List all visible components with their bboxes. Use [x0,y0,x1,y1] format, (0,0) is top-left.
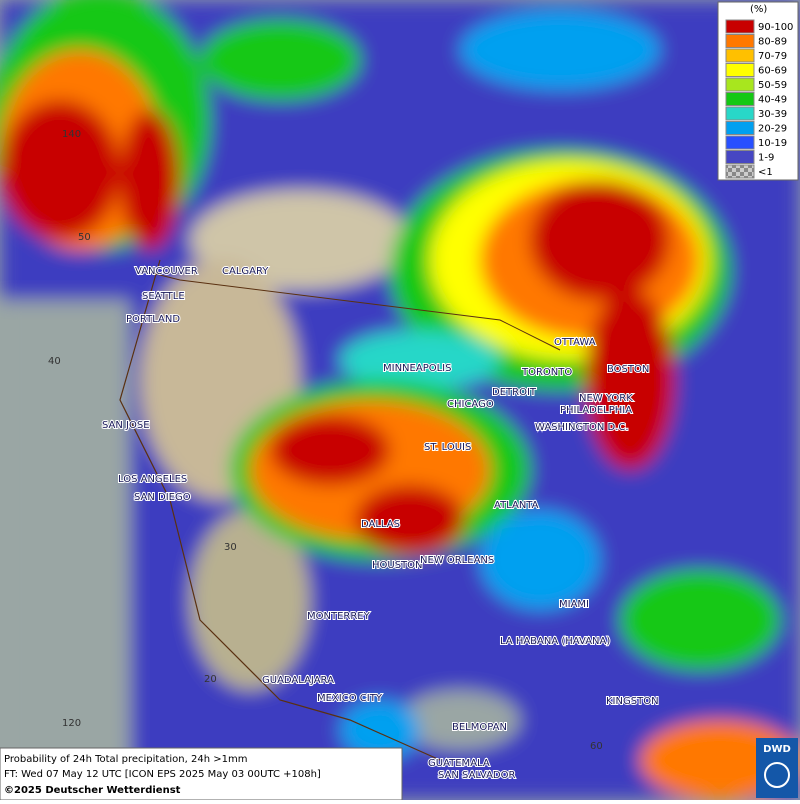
city-label: SAN JOSE [102,420,150,431]
city-label: WASHINGTON D.C. [535,422,629,433]
city-label: ATLANTA [494,500,539,511]
city-label: SAN SALVADOR [438,770,515,781]
city-label: MONTERREY [307,611,371,622]
legend-label: 60-69 [758,66,787,77]
city-label: NEW YORK [579,393,633,404]
graticule-labels: 140 50 40 30 20 120 60 [48,129,603,752]
city-label: MINNEAPOLIS [383,363,451,374]
logo-text: DWD [763,744,791,755]
city-label: HOUSTON [372,560,423,571]
legend-unit: (%) [750,4,767,15]
city-label: NEW ORLEANS [420,555,494,566]
legend-swatch [725,19,755,34]
footer-title: Probability of 24h Total precipitation, … [4,754,247,765]
logo: DWD [756,738,798,798]
city-label: KINGSTON [606,696,659,707]
city-label: OTTAWA [554,337,596,348]
city-label: PHILADELPHIA [560,405,632,416]
city-label: DALLAS [361,519,400,530]
legend-label: 80-89 [758,37,787,48]
graticule-label: 30 [224,542,237,553]
legend-label: 70-79 [758,51,787,62]
city-label: GUATEMALA [428,758,490,769]
legend-label: 1-9 [758,153,774,164]
legend-swatch [725,63,755,77]
legend-swatch [725,121,755,135]
city-label: MEXICO CITY [317,693,383,704]
footer-copyright: ©2025 Deutscher Wetterdienst [4,785,181,796]
legend-swatch [725,48,755,63]
graticule-label: 20 [204,674,217,685]
legend-label: 30-39 [758,109,787,120]
legend-swatch [725,34,755,48]
city-labels: VANCOUVER CALGARY SEATTLE PORTLAND MINNEAPOL… [101,265,660,782]
legend: (%) 90-100 80-89 70-79 60-69 50-59 40-49 30-39… [717,1,799,181]
city-label: ST. LOUIS [424,442,471,453]
city-label: PORTLAND [126,314,180,325]
city-label: BOSTON [607,364,649,375]
footer-time: FT: Wed 07 May 12 UTC [ICON EPS 2025 May… [4,769,321,780]
legend-label: 40-49 [758,95,787,106]
legend-swatch [725,150,755,164]
graticule-label: 140 [62,129,81,140]
city-label: SAN DIEGO [134,492,191,503]
city-label: LA HABANA (HAVANA) [500,636,610,647]
city-label: LOS ANGELES [118,474,187,485]
city-label: BELMOPAN [452,722,507,733]
legend-swatch [725,164,755,179]
city-label: CALGARY [222,266,269,277]
footer: Probability of 24h Total precipitation, … [0,747,403,801]
legend-swatch [725,92,755,106]
graticule-label: 40 [48,356,61,367]
legend-swatch [725,135,755,150]
city-label: GUADALAJARA [262,675,334,686]
city-label: MIAMI [559,599,589,610]
legend-label: 50-59 [758,80,787,91]
legend-label: 90-100 [758,22,793,33]
legend-label: 10-19 [758,138,787,149]
graticule-label: 50 [78,232,91,243]
city-label: SEATTLE [142,291,185,302]
city-label: CHICAGO [447,399,494,410]
legend-label: 20-29 [758,124,787,135]
graticule-label: 120 [62,718,81,729]
city-label: TORONTO [521,367,572,378]
legend-swatch [725,77,755,92]
legend-label: <1 [758,167,773,178]
graticule-label: 60 [590,741,603,752]
city-label: DETROIT [492,387,537,398]
city-label: VANCOUVER [135,266,198,277]
legend-swatch [725,106,755,121]
